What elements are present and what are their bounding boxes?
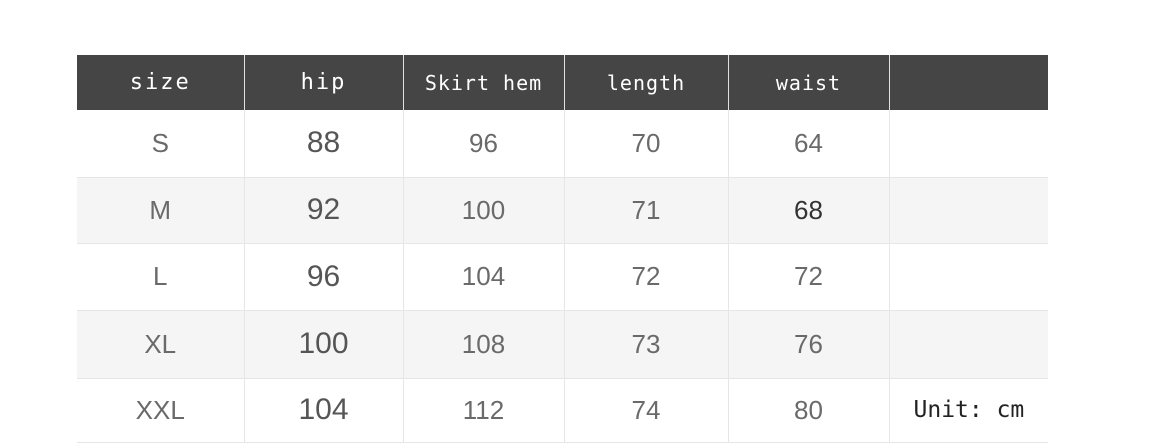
cell-waist: 80	[728, 378, 890, 443]
cell-hip: 104	[244, 378, 404, 443]
cell-size: M	[77, 177, 245, 244]
cell-hip: 96	[244, 243, 404, 311]
cell-hip: 92	[244, 177, 404, 244]
table-row: XXL 104 112 74 80 Unit: cm	[77, 378, 1048, 443]
cell-length: 71	[564, 177, 729, 244]
header-row: size hip Skirt hem length waist	[77, 55, 1048, 110]
cell-hip: 100	[244, 310, 404, 379]
table-row: M 92 100 71 68	[77, 177, 1048, 244]
size-chart-table: size hip Skirt hem length waist S 88 96 …	[77, 55, 1048, 443]
cell-length: 72	[564, 243, 729, 311]
table-row: L 96 104 72 72	[77, 243, 1048, 311]
header-empty	[889, 55, 1048, 110]
table-row: XL 100 108 73 76	[77, 310, 1048, 379]
cell-empty	[889, 110, 1048, 178]
cell-waist: 76	[728, 310, 890, 379]
header-hip: hip	[244, 55, 404, 110]
cell-skirt-hem: 104	[403, 243, 565, 311]
cell-size: S	[77, 110, 245, 178]
cell-size: XXL	[77, 378, 245, 443]
table-row: S 88 96 70 64	[77, 110, 1048, 178]
header-length: length	[564, 55, 729, 110]
header-waist: waist	[728, 55, 890, 110]
header-skirt-hem: Skirt hem	[403, 55, 565, 110]
cell-waist: 64	[728, 110, 890, 178]
cell-length: 70	[564, 110, 729, 178]
cell-skirt-hem: 108	[403, 310, 565, 379]
cell-skirt-hem: 100	[403, 177, 565, 244]
unit-note: Unit: cm	[889, 378, 1048, 443]
cell-waist: 68	[728, 177, 890, 244]
cell-size: L	[77, 243, 245, 311]
cell-hip: 88	[244, 110, 404, 178]
cell-waist: 72	[728, 243, 890, 311]
cell-empty	[889, 177, 1048, 244]
cell-empty	[889, 310, 1048, 379]
cell-skirt-hem: 112	[403, 378, 565, 443]
header-size: size	[77, 55, 245, 110]
cell-skirt-hem: 96	[403, 110, 565, 178]
cell-length: 74	[564, 378, 729, 443]
cell-size: XL	[77, 310, 245, 379]
cell-empty	[889, 243, 1048, 311]
cell-length: 73	[564, 310, 729, 379]
